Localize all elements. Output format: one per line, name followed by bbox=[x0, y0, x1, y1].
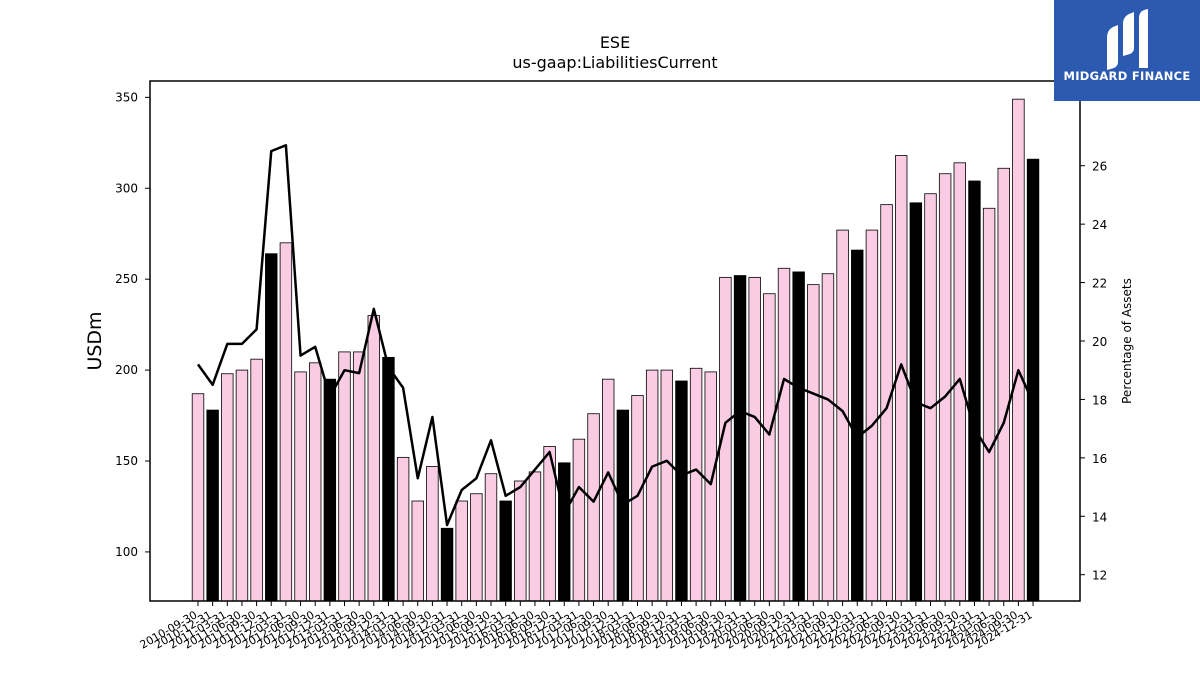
y-tick-label: 250 bbox=[115, 272, 138, 286]
bar bbox=[704, 371, 717, 602]
bar bbox=[323, 378, 337, 602]
bar bbox=[484, 473, 498, 602]
y2-tick-label: 20 bbox=[1092, 335, 1107, 349]
bar bbox=[748, 276, 761, 602]
chart-title: ESE bbox=[600, 33, 630, 52]
bar bbox=[206, 409, 219, 602]
bar bbox=[338, 351, 351, 602]
bar bbox=[675, 380, 688, 602]
y2-tick-label: 16 bbox=[1092, 452, 1107, 466]
bar bbox=[528, 471, 542, 602]
midgard-finance-logo: MIDGARD FINANCE bbox=[1054, 0, 1200, 101]
right-y-axis-ticks: 12 14 16 18 20 22 24 26 bbox=[1080, 160, 1107, 583]
bar bbox=[265, 253, 278, 602]
y2-tick-label: 12 bbox=[1092, 569, 1107, 583]
y2-tick-label: 14 bbox=[1092, 510, 1107, 524]
bar bbox=[865, 229, 879, 602]
y2-axis-label: Percentage of Assets bbox=[1120, 278, 1134, 404]
bar-series bbox=[191, 98, 1040, 602]
bar bbox=[733, 275, 747, 602]
bar bbox=[426, 466, 439, 602]
bar bbox=[352, 351, 366, 602]
bar bbox=[587, 413, 600, 602]
bar bbox=[1012, 98, 1025, 602]
bar bbox=[982, 207, 996, 602]
bar bbox=[499, 500, 512, 602]
bar bbox=[221, 373, 234, 602]
bar bbox=[1026, 158, 1040, 602]
bar bbox=[645, 369, 659, 602]
bar bbox=[235, 369, 249, 602]
bar bbox=[470, 493, 483, 602]
bar bbox=[997, 167, 1010, 602]
bar bbox=[308, 362, 322, 602]
bar bbox=[367, 315, 381, 602]
bar bbox=[660, 369, 674, 602]
bar bbox=[807, 284, 820, 602]
bar bbox=[821, 273, 835, 602]
bar bbox=[455, 500, 468, 602]
line-series bbox=[196, 144, 1035, 527]
bar bbox=[851, 249, 864, 602]
y-tick-label: 200 bbox=[115, 363, 138, 377]
y-tick-label: 350 bbox=[115, 90, 138, 104]
bar bbox=[250, 358, 263, 602]
y-axis-label: USDm bbox=[84, 311, 106, 370]
bar bbox=[191, 393, 205, 602]
y2-tick-label: 24 bbox=[1092, 218, 1107, 232]
chart-subtitle: us-gaap:LiabilitiesCurrent bbox=[512, 53, 717, 72]
plot-frame bbox=[149, 80, 1081, 602]
bar bbox=[924, 193, 937, 602]
bar bbox=[396, 456, 410, 602]
logo-text: MIDGARD FINANCE bbox=[1063, 69, 1190, 83]
bar bbox=[689, 367, 703, 602]
y2-tick-label: 22 bbox=[1092, 277, 1107, 291]
logo-mark-icon bbox=[1107, 9, 1148, 70]
bar bbox=[968, 180, 981, 602]
bar bbox=[294, 371, 307, 602]
y2-tick-label: 18 bbox=[1092, 393, 1107, 407]
bar bbox=[279, 242, 293, 602]
bar bbox=[411, 500, 424, 602]
bar bbox=[382, 356, 395, 602]
bar bbox=[558, 462, 571, 602]
y-tick-label: 100 bbox=[115, 545, 138, 559]
y-tick-label: 300 bbox=[115, 181, 138, 195]
bar bbox=[514, 480, 527, 602]
x-axis-ticks: 2010-09-302010-12-312011-03-312011-06-30… bbox=[138, 601, 1035, 652]
y-tick-label: 150 bbox=[115, 454, 138, 468]
y2-tick-label: 26 bbox=[1092, 160, 1107, 174]
percentage-line bbox=[196, 144, 1035, 527]
bar bbox=[440, 527, 454, 602]
bar bbox=[602, 378, 615, 602]
bar bbox=[938, 173, 952, 602]
bar bbox=[777, 267, 791, 602]
bar bbox=[763, 293, 776, 602]
bar bbox=[836, 229, 849, 602]
bar bbox=[792, 271, 805, 602]
left-y-axis-ticks: 100 150 200 250 300 350 bbox=[115, 90, 150, 559]
bar bbox=[572, 438, 586, 602]
bar bbox=[880, 204, 893, 602]
